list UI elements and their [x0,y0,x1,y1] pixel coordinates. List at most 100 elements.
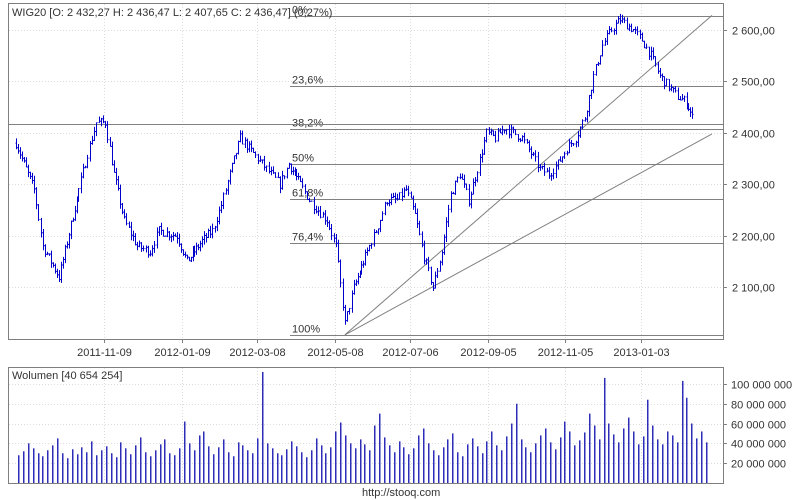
price-bar [86,154,89,169]
price-bar [508,124,511,139]
volume-bar [599,439,601,483]
volume-bar [369,450,371,483]
price-bar [537,151,540,173]
volume-bar [125,448,127,483]
price-bar [577,130,580,147]
volume-bar [77,454,79,483]
price-bar [91,135,94,145]
price-bar [494,130,497,143]
price-bar [452,191,455,195]
volume-bar [111,453,113,483]
price-bar [235,152,238,160]
price-bar [416,208,419,229]
volume-bar [438,455,440,483]
x-tick-label: 2011-11-09 [77,347,132,359]
x-tick-label: 2012-03-08 [229,347,285,359]
price-bar [615,19,618,35]
price-bar [530,146,533,159]
price-bar [357,272,360,285]
price-bar [225,188,228,195]
price-bar [335,233,338,248]
price-bar [72,217,75,222]
price-bar [119,184,122,209]
price-bar [239,130,242,143]
volume-bar [330,447,332,483]
source-url[interactable]: http://stooq.com [362,487,440,499]
price-bar [586,110,589,123]
volume-bar [613,434,615,483]
x-tick-label: 2012-07-06 [382,347,438,359]
price-bar [670,84,673,92]
price-bar [617,15,620,24]
price-bar [463,174,466,188]
price-bar [170,234,173,243]
price-bar [149,250,152,257]
price-bar [550,172,553,181]
price-bar [44,244,47,258]
volume-bar [696,438,698,483]
volume-bar [652,425,654,483]
price-bar [461,173,464,180]
volume-bar [535,443,537,483]
price-bar [403,187,406,198]
volume-bar [57,438,59,483]
volume-bar [316,438,318,483]
volume-bar [403,447,405,483]
volume-bar [203,431,205,483]
fib-level-label: 50% [292,153,314,165]
price-bar [199,240,202,252]
price-bar [82,163,85,179]
volume-bar [189,443,191,483]
price-bar [648,46,651,60]
volume-bar [374,425,376,483]
price-bar [364,249,367,266]
price-bar [528,140,531,153]
volume-bar [564,421,566,483]
volume-bar [525,447,527,483]
volume-bar [272,448,274,483]
price-bar [121,203,124,215]
price-bar [521,135,524,142]
price-bar [581,119,584,130]
fib-level-label: 38,2% [292,118,323,130]
volume-bar [199,435,201,483]
volume-bar [389,445,391,483]
price-bar [623,17,626,24]
price-bar [286,167,289,179]
price-bar [514,129,517,136]
price-bar [252,147,255,154]
volume-bar [52,445,54,483]
price-bar [80,172,83,194]
price-bar [153,241,156,253]
price-bar [123,209,126,219]
price-bar [668,78,671,92]
volume-series [18,371,708,483]
volume-tick-label: 20 000 000 [731,459,786,471]
price-bar [178,233,181,247]
price-bar [604,37,607,46]
price-bar [572,143,575,147]
price-bar [95,122,98,137]
volume-tick-label: 100 000 000 [731,380,792,392]
volume-bar [140,437,142,483]
price-bar [299,175,302,183]
volume-bar [291,441,293,483]
price-bar [346,310,349,322]
volume-bar [482,453,484,483]
price-bar [35,187,38,210]
volume-bar [413,448,415,483]
price-bar [195,242,198,255]
price-panel [8,3,724,340]
price-bar [430,266,433,285]
price-bar [368,244,371,252]
price-bar [54,263,57,274]
price-bar [254,151,257,158]
volume-bar [106,446,108,483]
price-bar [348,307,351,315]
price-bar [339,259,342,288]
volume-bar [306,457,308,483]
price-bar [166,227,169,238]
volume-bar [325,453,327,483]
volume-bar [560,437,562,483]
price-bar [279,176,282,194]
